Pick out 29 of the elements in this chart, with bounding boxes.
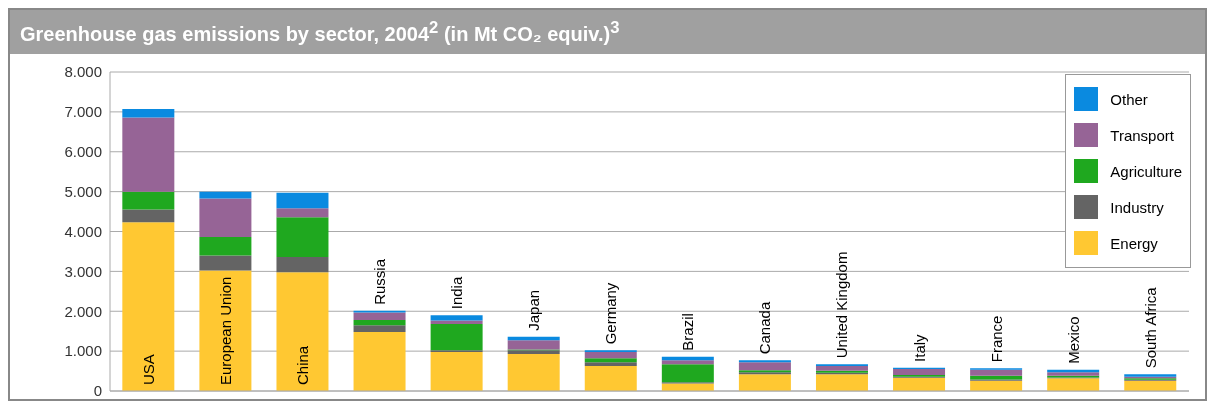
x-tick-label: Brazil <box>679 312 697 351</box>
x-tick-label: Italy <box>910 333 928 362</box>
x-tick-label: South Africa <box>1141 286 1159 368</box>
x-tick-label: Russia <box>371 258 389 305</box>
legend-label: Transport <box>1110 126 1174 144</box>
x-tick-label: Mexico <box>1064 316 1082 364</box>
y-tick-label: 5.000 <box>64 182 102 200</box>
y-tick-label: 3.000 <box>64 262 102 280</box>
x-tick-label: United Kingdom <box>833 251 851 358</box>
x-tick-label: France <box>987 315 1005 362</box>
legend-label: Other <box>1110 90 1148 108</box>
x-tick-label: Germany <box>602 281 620 344</box>
legend-label: Energy <box>1110 234 1158 252</box>
x-tick-label: European Union <box>216 276 234 385</box>
legend-label: Agriculture <box>1110 162 1182 180</box>
legend-label: Industry <box>1110 198 1164 216</box>
x-tick-label: India <box>448 275 466 309</box>
y-tick-label: 4.000 <box>64 222 102 240</box>
x-tick-label: USA <box>139 353 157 385</box>
x-tick-label: China <box>293 344 311 385</box>
chart-title: Greenhouse gas emissions by sector, 2004$^{2}$ (in Mt CO₂ equiv.)$^{3}$ <box>10 10 1205 54</box>
y-tick-label: 7.000 <box>64 102 102 120</box>
y-tick-label: 0 <box>93 381 102 399</box>
x-tick-label: Canada <box>756 300 774 354</box>
y-tick-label: 1.000 <box>64 342 102 360</box>
x-tick-label: Japan <box>525 289 543 331</box>
y-tick-label: 6.000 <box>64 142 102 160</box>
y-tick-label: 2.000 <box>64 302 102 320</box>
y-tick-label: 8.000 <box>64 62 102 80</box>
